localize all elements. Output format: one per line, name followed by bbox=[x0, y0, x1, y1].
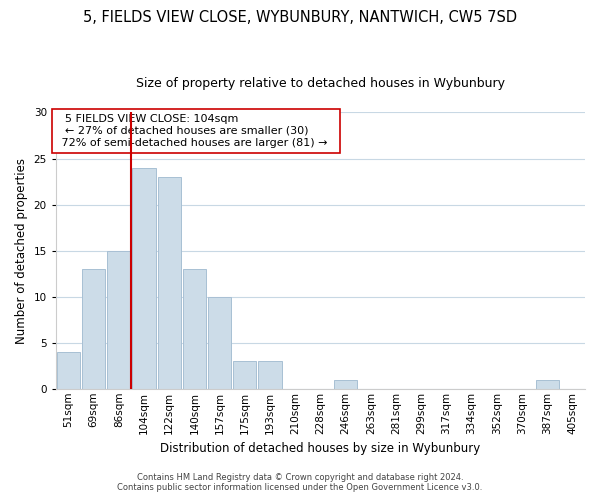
Title: Size of property relative to detached houses in Wybunbury: Size of property relative to detached ho… bbox=[136, 78, 505, 90]
Bar bbox=[208, 296, 231, 389]
Text: 5 FIELDS VIEW CLOSE: 104sqm
  ← 27% of detached houses are smaller (30)
 72% of : 5 FIELDS VIEW CLOSE: 104sqm ← 27% of det… bbox=[58, 114, 334, 148]
Bar bbox=[133, 168, 155, 389]
Bar bbox=[57, 352, 80, 389]
Text: Contains HM Land Registry data © Crown copyright and database right 2024.
Contai: Contains HM Land Registry data © Crown c… bbox=[118, 473, 482, 492]
Bar bbox=[334, 380, 357, 389]
Bar bbox=[233, 361, 256, 389]
Bar bbox=[107, 250, 130, 389]
Bar bbox=[536, 380, 559, 389]
Y-axis label: Number of detached properties: Number of detached properties bbox=[15, 158, 28, 344]
Bar bbox=[183, 269, 206, 389]
Bar bbox=[259, 361, 281, 389]
X-axis label: Distribution of detached houses by size in Wybunbury: Distribution of detached houses by size … bbox=[160, 442, 481, 455]
Bar bbox=[158, 177, 181, 389]
Bar bbox=[82, 269, 105, 389]
Text: 5, FIELDS VIEW CLOSE, WYBUNBURY, NANTWICH, CW5 7SD: 5, FIELDS VIEW CLOSE, WYBUNBURY, NANTWIC… bbox=[83, 10, 517, 25]
